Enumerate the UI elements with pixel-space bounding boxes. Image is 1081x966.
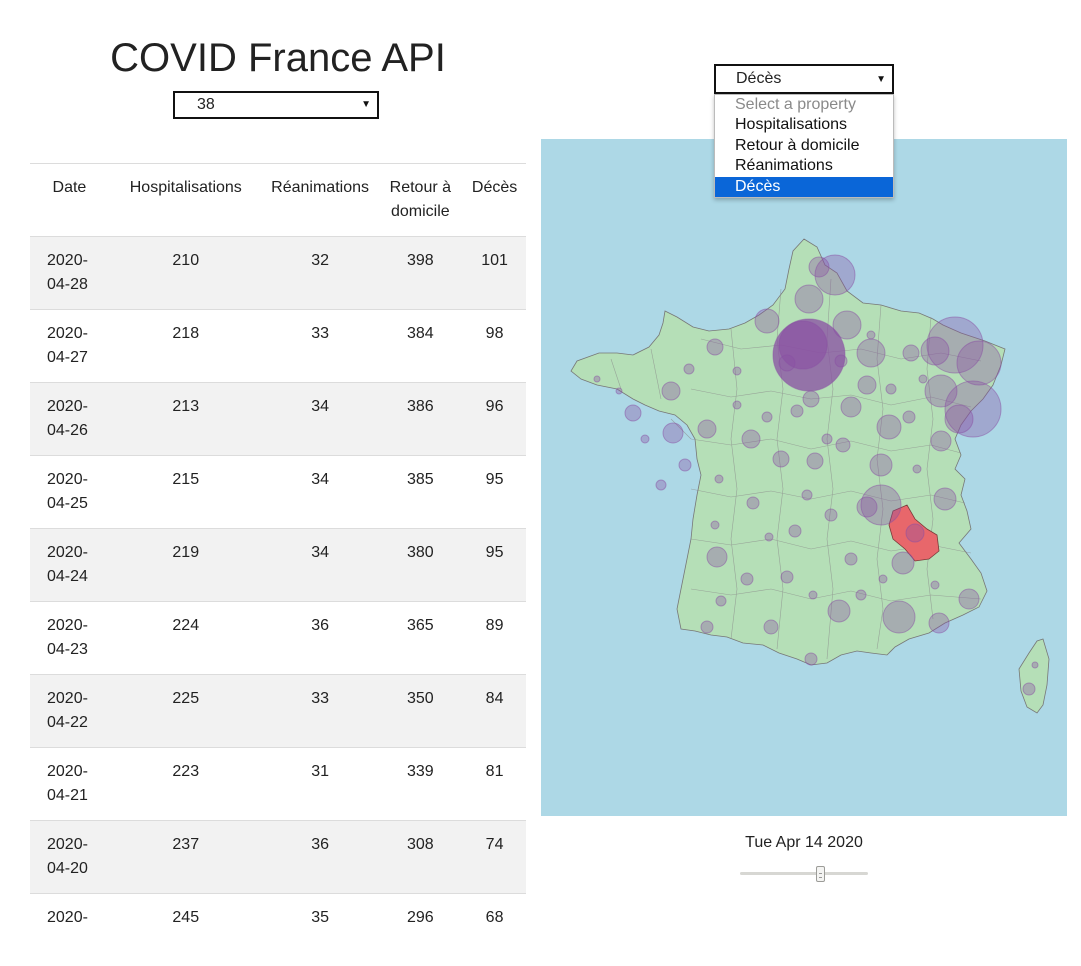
cell-hospitalisations: 215	[109, 456, 263, 529]
property-option-deces[interactable]: Décès	[715, 177, 893, 197]
stats-table: Date Hospitalisations Réanimations Retou…	[30, 163, 526, 966]
property-dropdown-list: Select a property Hospitalisations Retou…	[714, 94, 894, 198]
table-row: 2020-04-22 225 33 350 84	[30, 675, 526, 748]
table-row: 2020-04-23 224 36 365 89	[30, 602, 526, 675]
cell-reanimations: 31	[263, 748, 378, 821]
cell-deces: 74	[463, 821, 526, 894]
cell-hospitalisations: 225	[109, 675, 263, 748]
property-option-reanimations[interactable]: Réanimations	[715, 156, 893, 176]
cell-hospitalisations: 213	[109, 383, 263, 456]
cell-reanimations: 34	[263, 456, 378, 529]
cell-date: 2020-04-23	[30, 602, 109, 675]
column-header-hospitalisations: Hospitalisations	[109, 164, 263, 237]
cell-date: 2020-04-20	[30, 821, 109, 894]
table-row: 2020-04-25 215 34 385 95	[30, 456, 526, 529]
cell-date: 2020-04-25	[30, 456, 109, 529]
table-row: 2020-04-21 223 31 339 81	[30, 748, 526, 821]
cell-deces: 101	[463, 237, 526, 310]
slider-thumb-icon[interactable]	[816, 866, 825, 882]
cell-hospitalisations: 237	[109, 821, 263, 894]
cell-hospitalisations: 223	[109, 748, 263, 821]
cell-deces: 89	[463, 602, 526, 675]
cell-retour-domicile: 384	[378, 310, 464, 383]
cell-reanimations: 34	[263, 383, 378, 456]
table-row: 2020-04-28 210 32 398 101	[30, 237, 526, 310]
cell-retour-domicile: 308	[378, 821, 464, 894]
cell-deces: 95	[463, 529, 526, 602]
timeline-date-label: Tue Apr 14 2020	[704, 834, 904, 852]
table-row: 2020-04-20 237 36 308 74	[30, 821, 526, 894]
corsica[interactable]	[1019, 639, 1049, 713]
cell-date: 2020-04-22	[30, 675, 109, 748]
table-row: 2020-04-26 213 34 386 96	[30, 383, 526, 456]
cell-date: 2020-04-21	[30, 748, 109, 821]
table-row: 2020-04-24 219 34 380 95	[30, 529, 526, 602]
cell-retour-domicile: 380	[378, 529, 464, 602]
cell-date: 2020-04-27	[30, 310, 109, 383]
property-option-retour-domicile[interactable]: Retour à domicile	[715, 136, 893, 156]
page-title: COVID France API	[30, 36, 526, 81]
table-row: 2020-04-27 218 33 384 98	[30, 310, 526, 383]
cell-retour-domicile: 350	[378, 675, 464, 748]
france-mainland[interactable]	[571, 239, 1005, 665]
cell-deces: 95	[463, 456, 526, 529]
france-map[interactable]	[541, 139, 1067, 816]
cell-reanimations: 36	[263, 821, 378, 894]
cell-date: 2020-04-24	[30, 529, 109, 602]
cell-reanimations: 34	[263, 529, 378, 602]
cell-date: 2020-04-26	[30, 383, 109, 456]
cell-deces: 84	[463, 675, 526, 748]
department-select[interactable]: 38 ▼	[173, 91, 379, 119]
timeline-slider[interactable]	[740, 866, 868, 882]
cell-reanimations: 33	[263, 675, 378, 748]
property-option-hospitalisations[interactable]: Hospitalisations	[715, 115, 893, 135]
cell-retour-domicile: 386	[378, 383, 464, 456]
column-header-date: Date	[30, 164, 109, 237]
property-option-placeholder[interactable]: Select a property	[715, 95, 893, 115]
cell-hospitalisations: 224	[109, 602, 263, 675]
cell-hospitalisations: 218	[109, 310, 263, 383]
column-header-deces: Décès	[463, 164, 526, 237]
department-select-value: 38	[197, 96, 215, 113]
cell-hospitalisations: 210	[109, 237, 263, 310]
column-header-reanimations: Réanimations	[263, 164, 378, 237]
cell-deces: 81	[463, 748, 526, 821]
caret-down-icon: ▼	[876, 67, 886, 93]
cell-reanimations: 32	[263, 237, 378, 310]
slider-track[interactable]	[740, 872, 868, 875]
cell-hospitalisations: 219	[109, 529, 263, 602]
column-header-retour-domicile: Retour à domicile	[378, 164, 464, 237]
caret-down-icon: ▼	[361, 93, 371, 117]
cell-deces: 96	[463, 383, 526, 456]
cell-reanimations: 33	[263, 310, 378, 383]
cell-reanimations: 36	[263, 602, 378, 675]
cell-retour-domicile: 398	[378, 237, 464, 310]
cell-date: 2020-04-28	[30, 237, 109, 310]
property-select[interactable]: Décès ▼	[714, 64, 894, 94]
cell-retour-domicile: 365	[378, 602, 464, 675]
cell-deces: 98	[463, 310, 526, 383]
property-select-value: Décès	[736, 70, 781, 87]
cell-retour-domicile: 339	[378, 748, 464, 821]
table-header-row: Date Hospitalisations Réanimations Retou…	[30, 164, 526, 237]
cell-retour-domicile: 385	[378, 456, 464, 529]
